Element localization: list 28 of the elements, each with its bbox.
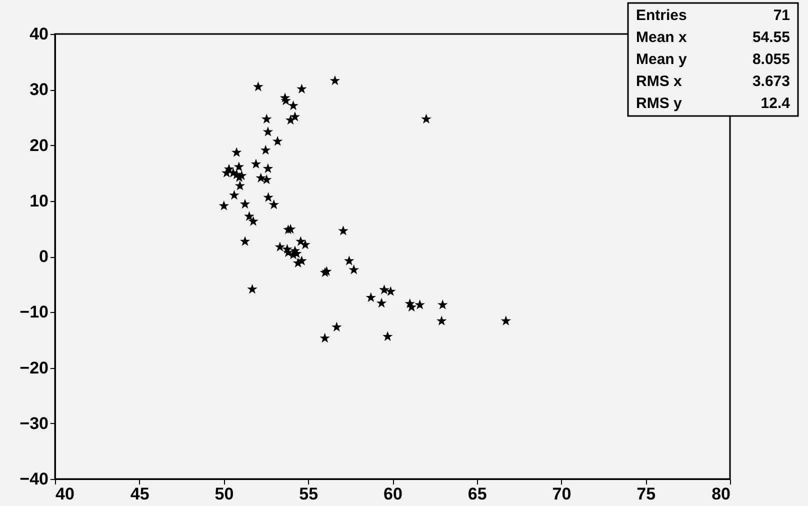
text: Entries	[636, 7, 687, 24]
y-tick-label: 0	[39, 247, 48, 266]
x-tick-label: 60	[384, 484, 402, 504]
text: 71	[773, 7, 790, 24]
annotation: RMS x	[636, 73, 682, 90]
x-tick-label: 65	[468, 484, 487, 504]
y-tick-label: −20	[20, 358, 48, 378]
y-tick-label: 30	[30, 80, 48, 100]
x-tick-label: 50	[214, 484, 234, 504]
x-tick-label: 55	[299, 484, 318, 504]
y-tick-label: 40	[30, 24, 48, 44]
annotation: Mean x	[636, 29, 688, 46]
x-tick-label: 40	[56, 484, 74, 504]
text: 54.55	[752, 29, 790, 46]
annotation: Mean y	[636, 51, 688, 68]
y-tick-label: 20	[30, 136, 48, 155]
x-tick-label: 75	[636, 484, 656, 504]
y-tick-label: −40	[20, 470, 48, 488]
y-tick-label: −10	[20, 302, 48, 322]
text: 8.055	[752, 51, 790, 68]
y-tick-label: −30	[20, 414, 48, 433]
x-tick-label: 80	[712, 484, 730, 504]
y-tick-label: 10	[30, 191, 48, 210]
x-tick-label: 45	[130, 484, 150, 504]
annotation: RMS y	[636, 95, 682, 112]
x-tick-label: 70	[552, 484, 572, 504]
text: 12.4	[760, 95, 791, 112]
text: 3.673	[752, 73, 790, 90]
